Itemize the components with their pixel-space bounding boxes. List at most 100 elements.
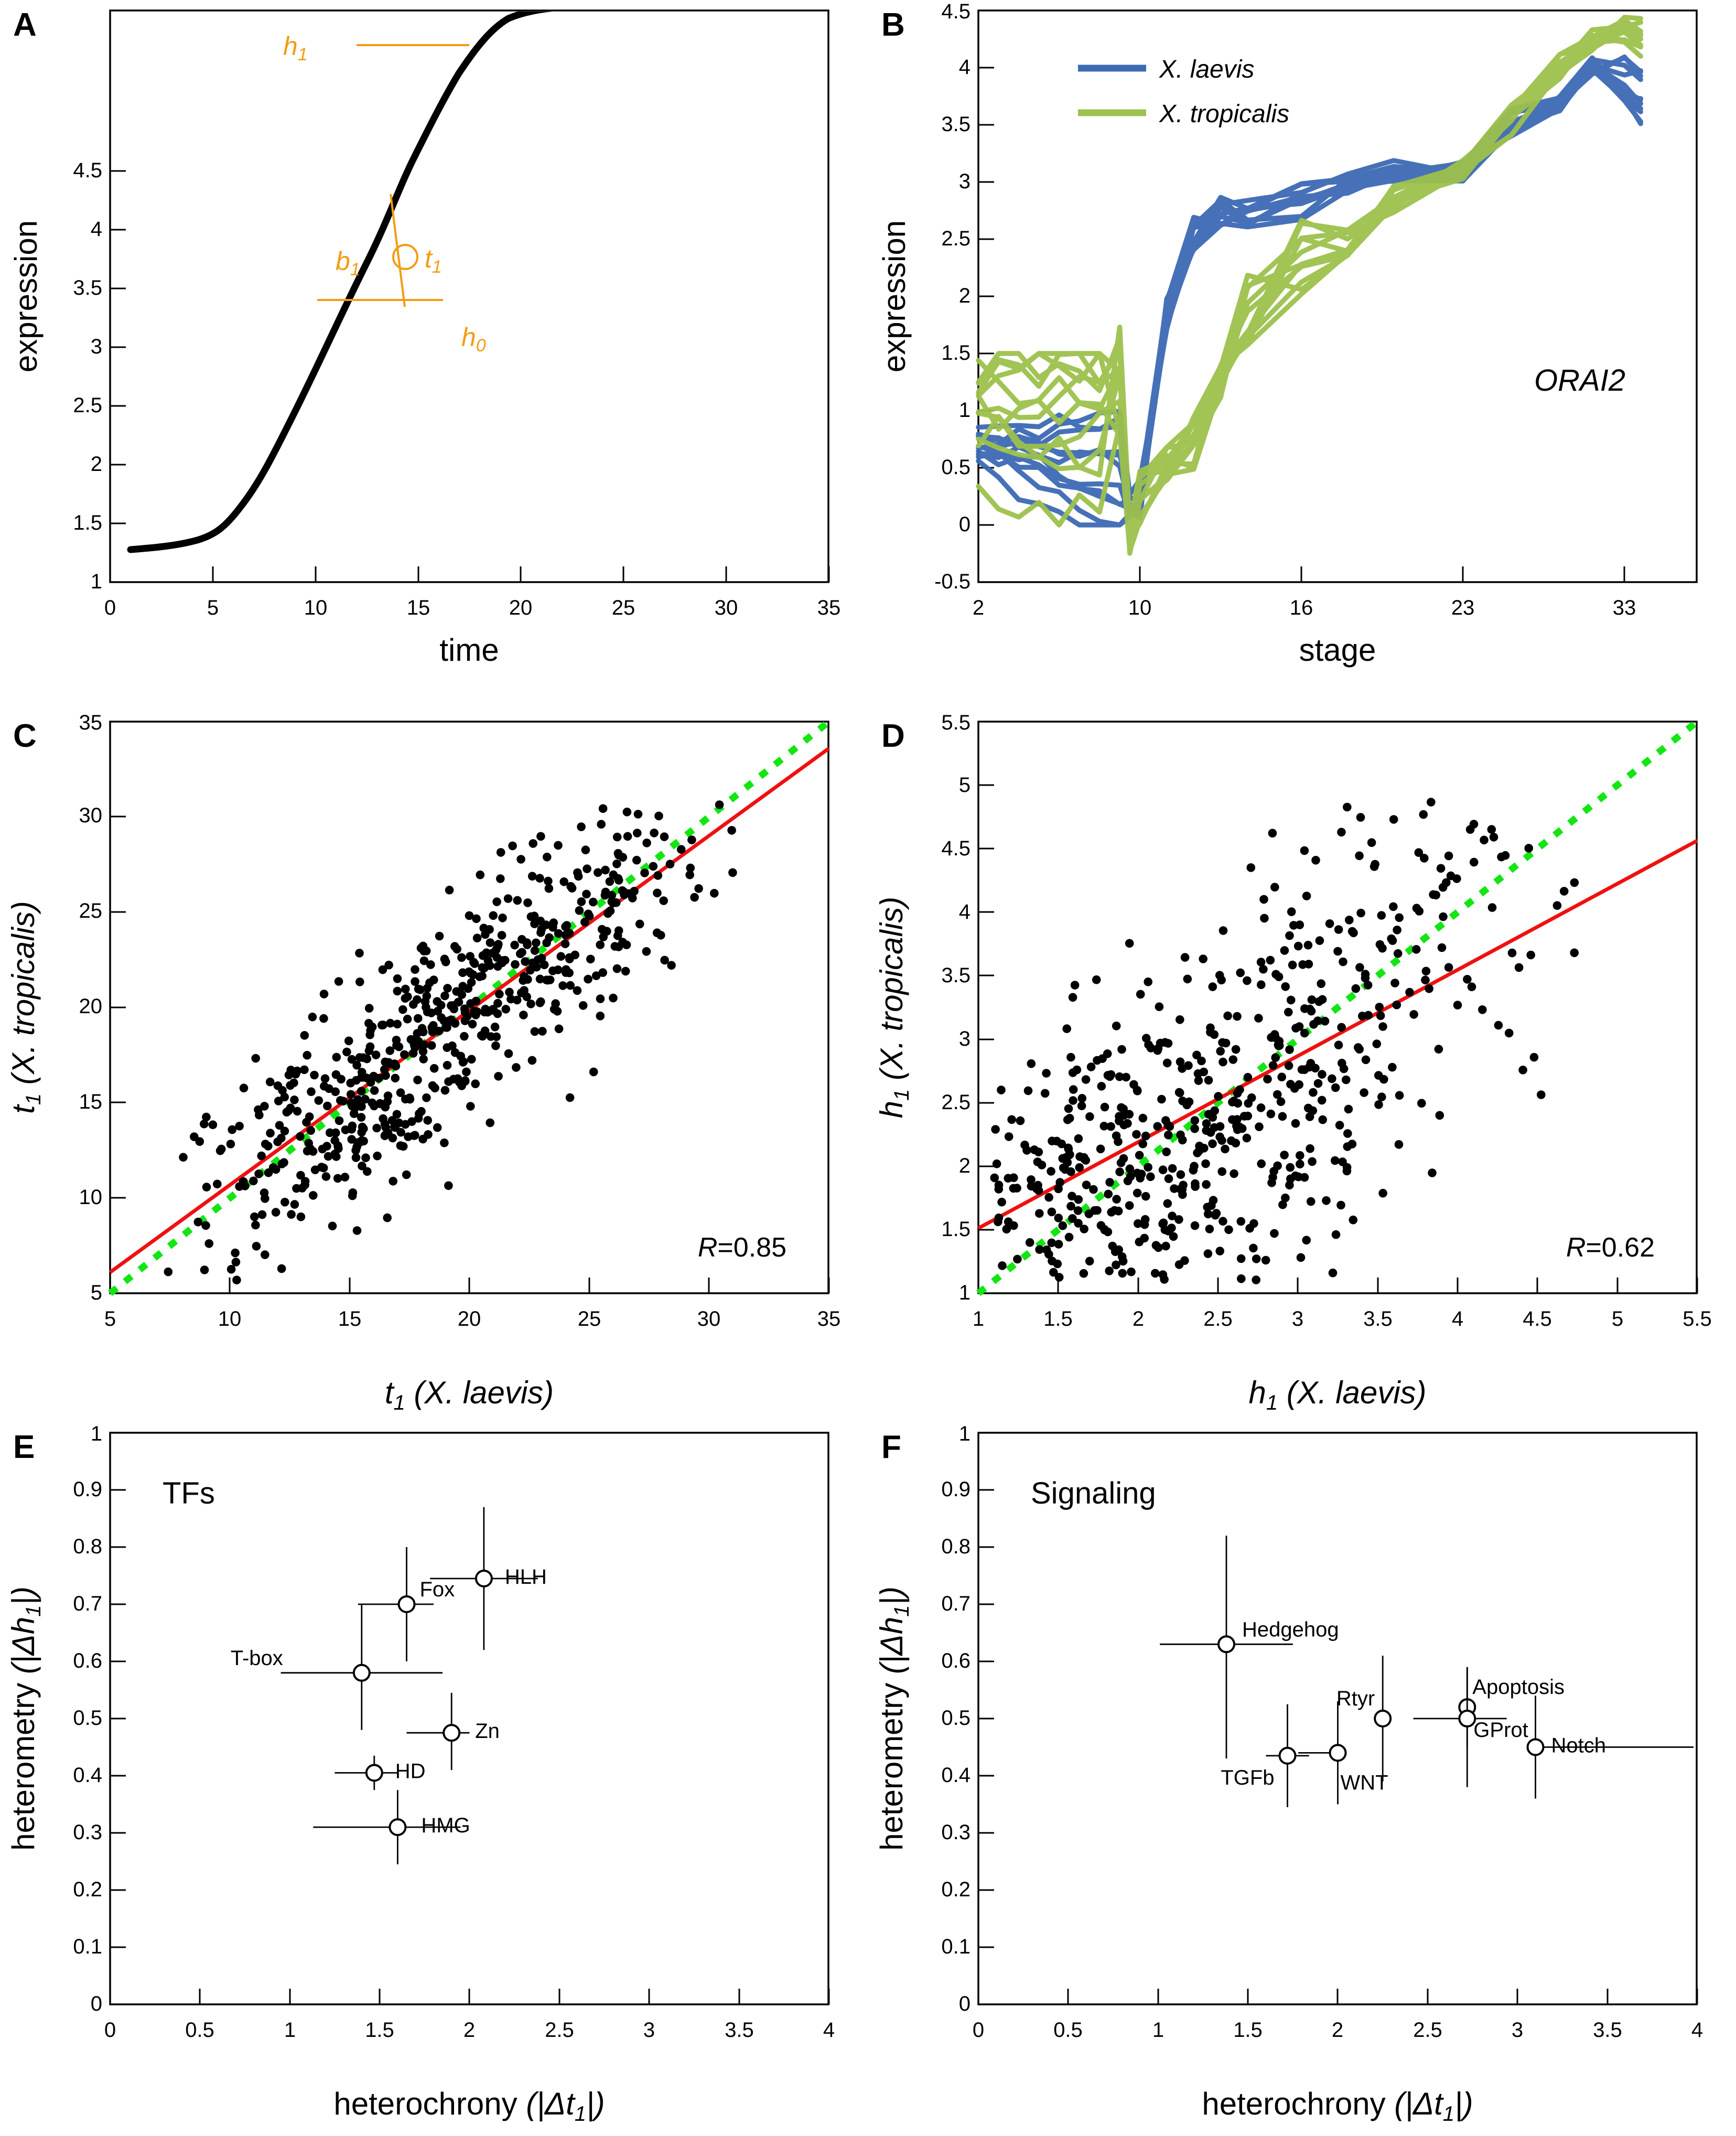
svg-text:10: 10 [304, 596, 328, 619]
svg-text:10: 10 [1128, 596, 1152, 619]
svg-text:3: 3 [959, 1027, 971, 1050]
svg-text:0.2: 0.2 [941, 1878, 971, 1901]
svg-text:0: 0 [104, 2019, 116, 2042]
svg-text:1.5: 1.5 [1233, 2019, 1263, 2042]
svg-text:1.5: 1.5 [941, 341, 971, 364]
svg-text:Hedgehog: Hedgehog [1242, 1618, 1339, 1641]
svg-text:0.8: 0.8 [941, 1535, 971, 1558]
svg-text:2: 2 [91, 453, 102, 476]
svg-text:T-box: T-box [231, 1647, 283, 1670]
svg-text:1.5: 1.5 [365, 2019, 394, 2042]
svg-text:X. tropicalis: X. tropicalis [1159, 100, 1289, 128]
svg-text:heterochrony (|Δt1|): heterochrony (|Δt1|) [1202, 2086, 1473, 2126]
svg-text:1: 1 [959, 1281, 971, 1304]
svg-text:5: 5 [91, 1281, 102, 1304]
svg-text:h0: h0 [461, 323, 486, 356]
svg-text:t1 (X. tropicalis): t1 (X. tropicalis) [6, 901, 45, 1114]
svg-text:heterometry (|Δh1|): heterometry (|Δh1|) [874, 1586, 913, 1851]
svg-text:3: 3 [91, 335, 102, 358]
svg-text:expression: expression [8, 220, 44, 372]
svg-text:heterometry (|Δh1|): heterometry (|Δh1|) [6, 1586, 45, 1851]
svg-text:25: 25 [79, 899, 103, 922]
svg-text:Fox: Fox [420, 1578, 455, 1601]
svg-text:1: 1 [1152, 2019, 1164, 2042]
svg-text:0.7: 0.7 [941, 1592, 971, 1615]
svg-text:16: 16 [1290, 596, 1313, 619]
svg-text:3.5: 3.5 [725, 2019, 754, 2042]
svg-text:C: C [13, 718, 37, 754]
svg-text:4.5: 4.5 [941, 837, 971, 860]
svg-text:h1 (X. tropicalis): h1 (X. tropicalis) [874, 897, 913, 1118]
svg-text:2.5: 2.5 [1203, 1307, 1233, 1330]
svg-text:3: 3 [1512, 2019, 1523, 2042]
svg-text:3.5: 3.5 [941, 964, 971, 987]
svg-text:35: 35 [817, 596, 841, 619]
svg-text:2: 2 [1133, 1307, 1144, 1330]
svg-text:HLH: HLH [505, 1565, 547, 1588]
svg-text:30: 30 [697, 1307, 721, 1330]
svg-text:3.5: 3.5 [1593, 2019, 1622, 2042]
svg-text:2.5: 2.5 [1413, 2019, 1442, 2042]
svg-text:A: A [13, 7, 37, 43]
svg-text:2.5: 2.5 [73, 394, 102, 417]
svg-text:3.5: 3.5 [1363, 1307, 1393, 1330]
svg-text:2: 2 [959, 284, 971, 307]
svg-text:25: 25 [612, 596, 635, 619]
svg-text:h1: h1 [283, 31, 308, 65]
svg-text:ORAI2: ORAI2 [1534, 363, 1625, 398]
svg-text:1.5: 1.5 [73, 511, 102, 534]
svg-text:Signaling: Signaling [1031, 1476, 1156, 1510]
svg-text:0.4: 0.4 [941, 1764, 971, 1787]
svg-text:TFs: TFs [163, 1476, 215, 1510]
svg-text:R=0.85: R=0.85 [698, 1232, 786, 1263]
svg-text:t1 (X. laevis): t1 (X. laevis) [385, 1375, 554, 1414]
svg-text:4: 4 [1691, 2019, 1703, 2042]
svg-text:D: D [881, 718, 905, 754]
svg-text:2.5: 2.5 [941, 1091, 971, 1114]
svg-text:4.5: 4.5 [1523, 1307, 1552, 1330]
svg-text:F: F [881, 1429, 901, 1465]
svg-text:0.5: 0.5 [941, 456, 971, 479]
svg-text:time: time [439, 632, 499, 668]
svg-text:5: 5 [1612, 1307, 1623, 1330]
svg-text:20: 20 [458, 1307, 481, 1330]
svg-text:0.5: 0.5 [73, 1706, 102, 1730]
svg-text:30: 30 [715, 596, 738, 619]
svg-text:Zn: Zn [475, 1720, 500, 1743]
svg-text:10: 10 [79, 1186, 103, 1209]
svg-text:3: 3 [959, 170, 971, 193]
svg-text:expression: expression [877, 220, 912, 372]
svg-text:b1: b1 [336, 246, 360, 280]
svg-text:4.5: 4.5 [941, 0, 971, 23]
svg-text:35: 35 [79, 711, 103, 734]
svg-text:1: 1 [91, 570, 102, 593]
svg-text:0.5: 0.5 [941, 1706, 971, 1730]
svg-text:10: 10 [218, 1307, 242, 1330]
svg-text:WNT: WNT [1341, 1771, 1388, 1794]
svg-text:E: E [13, 1429, 35, 1465]
svg-text:2: 2 [1332, 2019, 1343, 2042]
svg-text:1: 1 [284, 2019, 296, 2042]
svg-text:0.1: 0.1 [941, 1935, 971, 1958]
svg-text:0.9: 0.9 [941, 1478, 971, 1501]
svg-text:-0.5: -0.5 [934, 570, 971, 593]
svg-text:Apoptosis: Apoptosis [1472, 1676, 1565, 1699]
svg-text:5.5: 5.5 [941, 711, 971, 734]
svg-text:1: 1 [973, 1307, 984, 1330]
svg-text:0.3: 0.3 [73, 1821, 102, 1844]
svg-text:h1 (X. laevis): h1 (X. laevis) [1248, 1375, 1426, 1414]
svg-text:1: 1 [91, 1422, 102, 1445]
svg-text:0.5: 0.5 [1053, 2019, 1083, 2042]
svg-text:2.5: 2.5 [545, 2019, 574, 2042]
svg-text:Notch: Notch [1551, 1734, 1606, 1757]
svg-text:HD: HD [395, 1760, 426, 1783]
svg-text:t1: t1 [425, 244, 442, 277]
svg-text:0.5: 0.5 [185, 2019, 214, 2042]
svg-text:33: 33 [1613, 596, 1636, 619]
svg-text:0.9: 0.9 [73, 1478, 102, 1501]
svg-text:3.5: 3.5 [73, 276, 102, 299]
svg-text:20: 20 [509, 596, 533, 619]
svg-text:35: 35 [817, 1307, 841, 1330]
svg-text:20: 20 [79, 995, 103, 1018]
svg-text:15: 15 [79, 1090, 103, 1113]
